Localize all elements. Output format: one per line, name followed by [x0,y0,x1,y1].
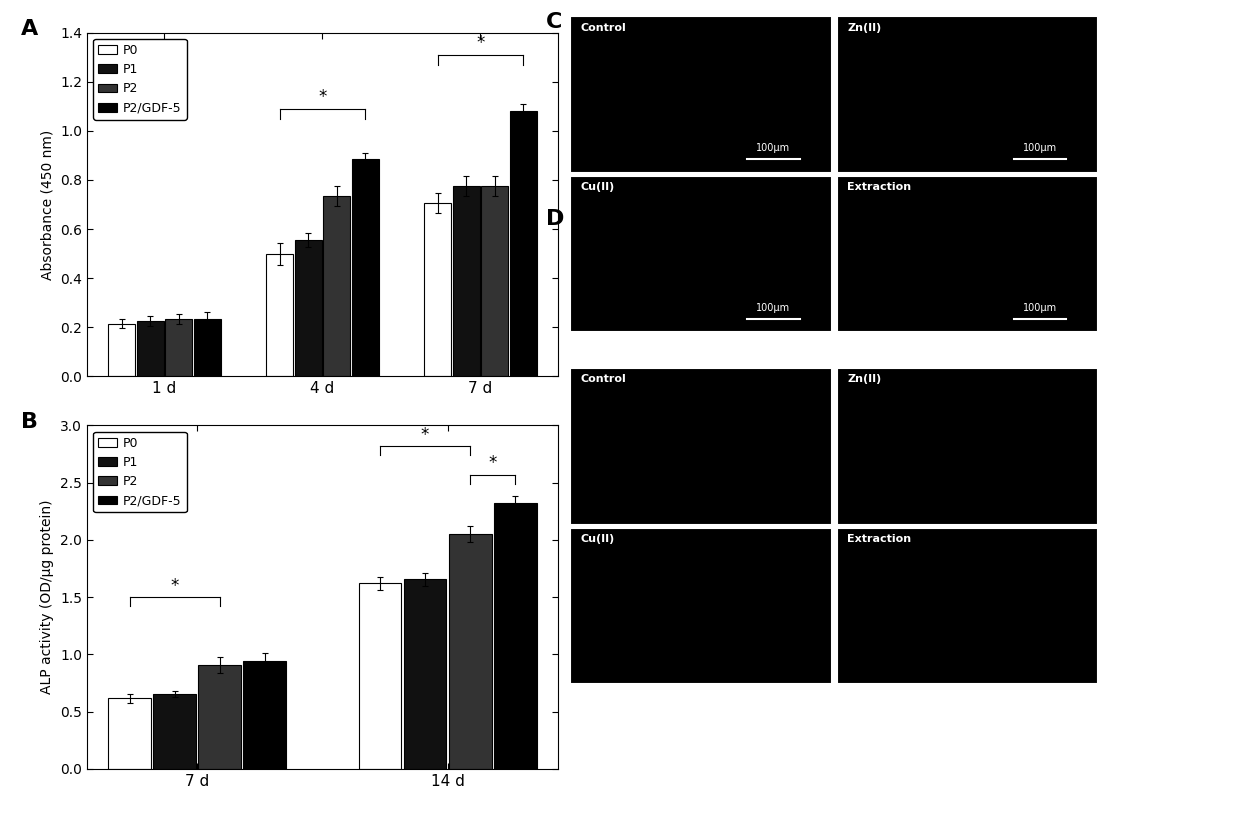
Text: *: * [489,454,497,472]
Text: 100μm: 100μm [756,143,791,153]
Bar [108,323,135,376]
Text: Control: Control [580,375,626,384]
Bar [154,694,196,769]
Text: Control: Control [580,23,626,33]
Text: Cu(II): Cu(II) [580,182,615,192]
Text: A: A [21,19,38,39]
Text: Extraction: Extraction [847,182,911,192]
Legend: P0, P1, P2, P2/GDF-5: P0, P1, P2, P2/GDF-5 [93,432,187,512]
Bar [358,583,402,769]
Bar [193,318,221,376]
Bar [424,204,451,376]
Text: D: D [546,209,564,228]
Legend: P0, P1, P2, P2/GDF-5: P0, P1, P2, P2/GDF-5 [93,39,187,119]
Y-axis label: Absorbance (450 nm): Absorbance (450 nm) [41,129,55,280]
Text: *: * [476,34,485,52]
Text: *: * [319,88,326,106]
Bar [165,318,192,376]
Bar [481,187,508,376]
Text: Zn(II): Zn(II) [847,23,882,33]
Bar [295,240,321,376]
Bar [108,699,151,769]
Bar [198,665,241,769]
Text: Cu(II): Cu(II) [580,534,615,544]
Bar [449,534,491,769]
Text: Extraction: Extraction [847,534,911,544]
Text: *: * [420,425,429,443]
Bar [352,159,378,376]
Text: 100μm: 100μm [756,303,791,312]
Text: 100μm: 100μm [1023,143,1058,153]
Bar [243,661,286,769]
Bar [324,196,350,376]
Bar [510,111,537,376]
Bar [136,321,164,376]
Text: B: B [21,411,38,432]
Bar [494,503,537,769]
Text: *: * [171,577,179,595]
Text: C: C [546,12,562,32]
Bar [267,254,293,376]
Text: Zn(II): Zn(II) [847,375,882,384]
Bar [404,579,446,769]
Y-axis label: ALP activity (OD/μg protein): ALP activity (OD/μg protein) [41,500,55,694]
Text: 100μm: 100μm [1023,303,1058,312]
Bar [453,187,480,376]
